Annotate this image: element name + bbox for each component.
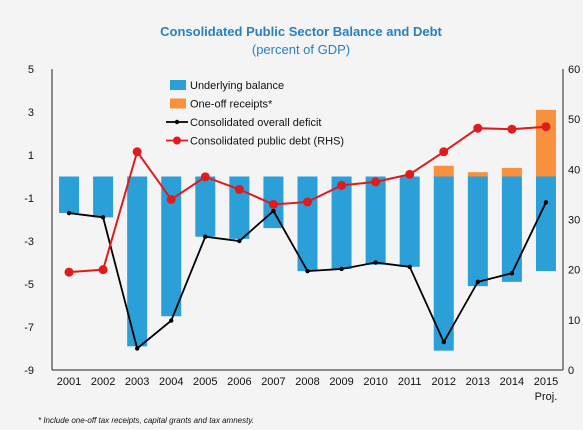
y-left-tick-label: -9 [24,365,34,377]
overall-deficit-point [134,346,140,351]
public-debt-point [371,177,381,187]
public-debt-point [64,267,74,277]
y-left-tick-label: -3 [24,236,34,248]
x-tick-label: 2008 [295,376,319,388]
chart-subtitle: (percent of GDP) [252,42,350,57]
overall-deficit-point [271,208,276,214]
x-tick-label: 2003 [125,376,149,388]
overall-deficit-point [475,279,481,285]
x-tick-sublabel: Proj. [535,391,558,403]
overall-deficit-point [305,268,310,274]
y-right-tick-label: 60 [568,64,580,76]
x-tick-label: 2011 [398,376,422,388]
overall-deficit-point [169,318,174,323]
overall-deficit-point [66,210,72,216]
underlying-balance-bar [93,176,114,218]
x-tick-label: 2002 [91,376,115,388]
y-right-tick-label: 30 [568,215,580,227]
legend-swatch [170,98,186,109]
x-tick-label: 2007 [261,376,285,388]
y-right-tick-label: 20 [568,265,580,277]
overall-deficit-point [203,234,208,239]
public-debt-point [166,194,176,204]
underlying-balance-bar [195,176,216,237]
underlying-balance-bar [161,176,182,317]
public-debt-point [268,199,278,209]
y-right-tick-label: 0 [568,365,574,377]
legend-label: One-off receipts* [190,99,273,111]
x-tick-label: 2006 [227,376,251,388]
legend-marker [173,136,181,145]
underlying-balance-bar [365,176,386,265]
underlying-balance-bar [501,176,522,282]
overall-deficit-point [543,200,549,205]
overall-deficit-point [339,266,344,272]
public-debt-point [439,147,449,157]
y-left-tick-label: 3 [28,107,34,119]
legend-label: Underlying balance [190,80,284,92]
y-left-tick-label: 1 [28,150,34,162]
underlying-balance-bar [433,176,454,351]
overall-deficit-point [100,215,106,220]
public-debt-point [132,147,142,157]
x-tick-label: 2001 [57,376,81,388]
overall-deficit-point [373,260,378,265]
y-left-tick-label: 5 [28,64,34,76]
x-tick-label: 2012 [432,376,456,388]
chart-title: Consolidated Public Sector Balance and D… [160,24,442,39]
legend-label: Consolidated overall deficit [190,117,321,129]
one-off-receipts-bar [467,172,488,177]
one-off-receipts-bar [501,167,522,177]
x-tick-label: 2009 [329,376,353,388]
underlying-balance-bar [59,176,80,214]
public-debt-point [405,169,415,179]
footnote: * Include one-off tax receipts, capital … [38,416,254,425]
public-debt-point [541,122,551,132]
y-left-tick-label: -5 [24,279,34,291]
underlying-balance-bar [467,176,488,287]
y-left-tick-label: -1 [24,193,34,205]
public-debt-point [98,265,108,275]
x-tick-label: 2005 [193,376,217,388]
y-right-tick-label: 50 [568,114,580,126]
legend-marker [174,119,180,125]
underlying-balance-bar [331,176,352,269]
x-tick-label: 2013 [466,376,490,388]
public-debt-point [337,180,347,190]
y-right-tick-label: 10 [568,315,580,327]
overall-deficit-point [237,238,242,244]
y-right-tick-label: 40 [568,164,580,176]
public-debt-point [507,124,517,134]
public-debt-point [303,197,312,207]
one-off-receipts-bar [433,165,454,177]
public-debt-point [200,172,210,182]
underlying-balance-bar [399,176,420,267]
overall-deficit-point [509,271,515,276]
overall-deficit-point [407,264,412,269]
public-debt-point [473,123,483,133]
underlying-balance-bar [535,176,556,272]
legend-label: Consolidated public debt (RHS) [190,136,344,148]
x-tick-label: 2004 [159,376,183,388]
public-debt-point [234,184,244,194]
x-tick-label: 2015 [534,376,558,388]
legend-swatch [170,80,186,90]
overall-deficit-point [441,339,446,345]
underlying-balance-bar [127,176,148,347]
y-left-tick-label: -7 [24,322,34,334]
x-tick-label: 2010 [363,376,387,388]
one-off-receipts-bar [535,109,556,177]
x-tick-label: 2014 [500,376,524,388]
